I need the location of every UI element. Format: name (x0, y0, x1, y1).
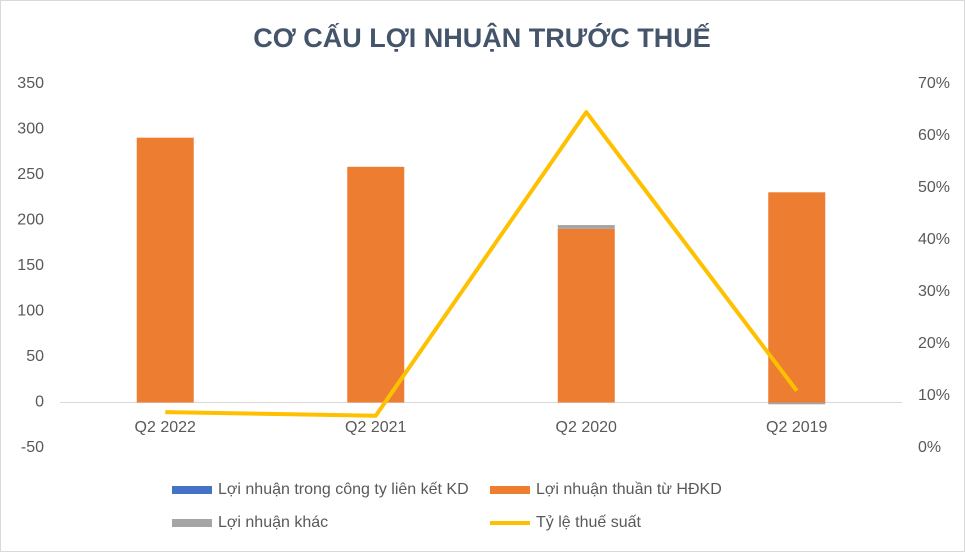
x-tick-label: Q2 2020 (556, 419, 617, 436)
y2-tick-label: 70% (918, 75, 950, 92)
y-tick-label: 250 (17, 166, 44, 183)
legend-swatch (172, 486, 212, 494)
y2-tick-label: 30% (918, 283, 950, 300)
legend-label: Lợi nhuận trong công ty liên kết KD (218, 481, 469, 498)
y-tick-label: -50 (21, 439, 44, 456)
line-series (165, 110, 799, 418)
chart-title: CƠ CẤU LỢI NHUẬN TRƯỚC THUẾ (253, 22, 710, 53)
bar (136, 137, 194, 403)
bar (557, 225, 615, 229)
y2-tick-label: 40% (918, 231, 950, 248)
legend-swatch (490, 486, 530, 494)
y-tick-label: 0 (35, 394, 44, 411)
legend-label: Lợi nhuận khác (218, 514, 328, 531)
x-tick-label: Q2 2022 (135, 419, 196, 436)
y2-tick-label: 0% (918, 439, 941, 456)
bar (768, 192, 826, 403)
y-tick-label: 200 (17, 212, 44, 229)
bar (557, 228, 615, 403)
legend-label: Lợi nhuận thuần từ HĐKD (536, 481, 722, 498)
y-tick-label: 50 (26, 348, 44, 365)
bar (347, 166, 405, 403)
y2-tick-label: 50% (918, 179, 950, 196)
y2-tick-label: 60% (918, 127, 950, 144)
bar (768, 402, 826, 405)
y-tick-label: 300 (17, 121, 44, 138)
legend-swatch (490, 521, 530, 525)
y2-tick-label: 20% (918, 335, 950, 352)
y-tick-label: 150 (17, 257, 44, 274)
y-tick-label: 100 (17, 303, 44, 320)
y2-tick-label: 10% (918, 387, 950, 404)
x-tick-label: Q2 2021 (345, 419, 406, 436)
x-tick-label: Q2 2019 (766, 419, 827, 436)
legend-swatch (172, 519, 212, 527)
legend-label: Tỷ lệ thuế suất (536, 514, 642, 531)
y-tick-label: 350 (17, 75, 44, 92)
